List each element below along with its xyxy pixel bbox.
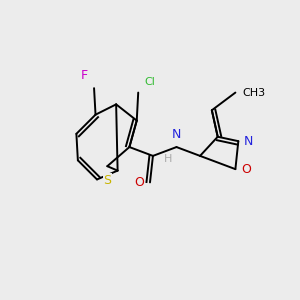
Text: N: N [244, 135, 254, 148]
Text: S: S [103, 174, 111, 187]
Text: O: O [241, 163, 251, 176]
Text: N: N [172, 128, 181, 141]
Text: F: F [81, 69, 88, 82]
Text: Cl: Cl [144, 77, 155, 87]
Text: H: H [164, 154, 172, 164]
Text: CH3: CH3 [243, 88, 266, 98]
Text: O: O [134, 176, 144, 189]
